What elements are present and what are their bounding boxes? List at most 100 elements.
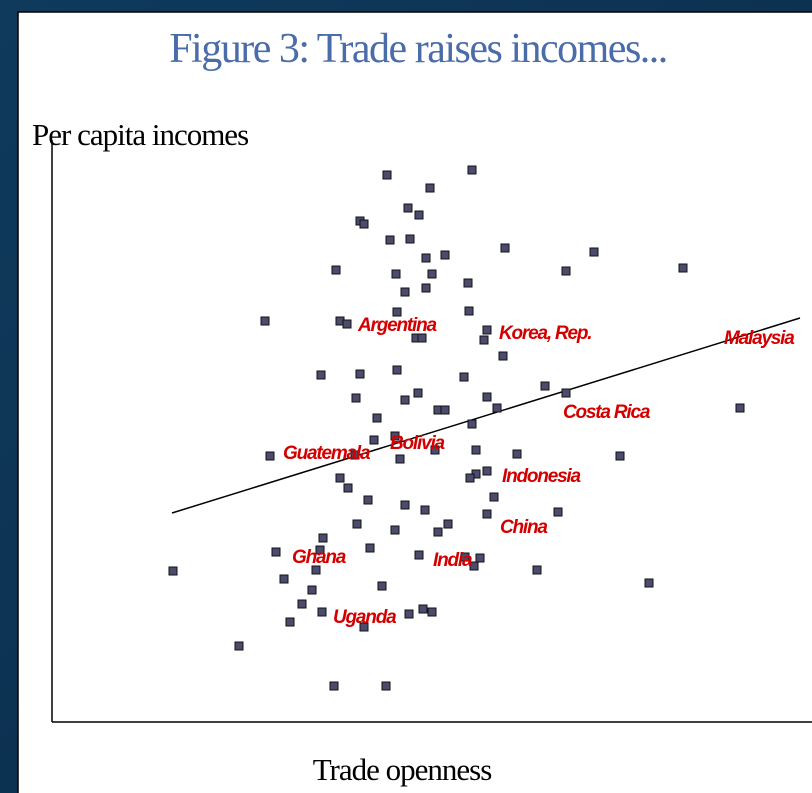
point <box>460 552 470 562</box>
point <box>390 431 400 441</box>
point <box>644 578 654 588</box>
point <box>459 372 469 382</box>
point <box>377 581 387 591</box>
point <box>297 599 307 609</box>
point <box>315 545 325 555</box>
point <box>405 234 415 244</box>
point <box>355 369 365 379</box>
panel <box>17 11 812 793</box>
point <box>498 351 508 361</box>
annotation: Korea, Rep. <box>499 323 591 344</box>
point <box>489 492 499 502</box>
point <box>318 533 328 543</box>
point <box>482 509 492 519</box>
point <box>492 403 502 413</box>
point <box>363 495 373 505</box>
point <box>390 525 400 535</box>
point <box>561 388 571 398</box>
point <box>265 451 275 461</box>
point <box>234 641 244 651</box>
point <box>421 283 431 293</box>
point <box>427 269 437 279</box>
trend-line <box>171 317 801 514</box>
point <box>469 561 479 571</box>
annotation: Indonesia <box>502 466 582 487</box>
point <box>329 681 339 691</box>
point <box>467 165 477 175</box>
point <box>352 519 362 529</box>
point <box>400 287 410 297</box>
point <box>735 403 745 413</box>
point <box>391 269 401 279</box>
point <box>307 585 317 595</box>
annotation: Ghana <box>292 547 347 568</box>
point <box>414 210 424 220</box>
point <box>414 550 424 560</box>
point <box>427 607 437 617</box>
point <box>400 500 410 510</box>
point <box>463 278 473 288</box>
point <box>285 617 295 627</box>
point <box>467 419 477 429</box>
annotation: Argentina <box>357 315 438 336</box>
point <box>433 527 443 537</box>
point <box>369 435 379 445</box>
point <box>425 183 435 193</box>
point <box>678 263 688 273</box>
point <box>615 451 625 461</box>
point <box>482 392 492 402</box>
point <box>351 393 361 403</box>
annotation: Costa Rica <box>563 402 651 423</box>
point <box>395 454 405 464</box>
point <box>553 507 563 517</box>
point <box>482 325 492 335</box>
point <box>471 445 481 455</box>
point <box>359 219 369 229</box>
point <box>359 622 369 632</box>
point <box>372 413 382 423</box>
point <box>440 405 450 415</box>
point <box>392 365 402 375</box>
annotation: Bolivia <box>390 433 446 454</box>
point <box>403 203 413 213</box>
annotation: Uganda <box>333 607 397 628</box>
point <box>350 450 360 460</box>
point <box>168 566 178 576</box>
point <box>392 307 402 317</box>
point <box>532 565 542 575</box>
point <box>500 243 510 253</box>
chart-title: Figure 3: Trade raises incomes... <box>169 26 667 72</box>
point <box>331 265 341 275</box>
point <box>311 565 321 575</box>
annotation: Guatemala <box>283 443 371 464</box>
point <box>465 473 475 483</box>
point <box>365 543 375 553</box>
point <box>421 253 431 263</box>
point <box>316 370 326 380</box>
point <box>418 604 428 614</box>
point <box>464 306 474 316</box>
point <box>342 319 352 329</box>
point <box>400 395 410 405</box>
point <box>271 547 281 557</box>
point <box>589 247 599 257</box>
point <box>482 466 492 476</box>
point <box>475 553 485 563</box>
annotation: Malaysia <box>724 328 795 349</box>
point <box>382 170 392 180</box>
point <box>512 449 522 459</box>
point <box>317 607 327 617</box>
x-axis-label: Trade openness <box>313 752 492 787</box>
point <box>404 609 414 619</box>
point <box>443 519 453 529</box>
point <box>479 335 489 345</box>
point <box>561 266 571 276</box>
y-axis-label: Per capita incomes <box>32 117 248 152</box>
point <box>343 483 353 493</box>
point <box>260 316 270 326</box>
point <box>381 681 391 691</box>
point <box>413 388 423 398</box>
point <box>335 473 345 483</box>
point <box>385 235 395 245</box>
